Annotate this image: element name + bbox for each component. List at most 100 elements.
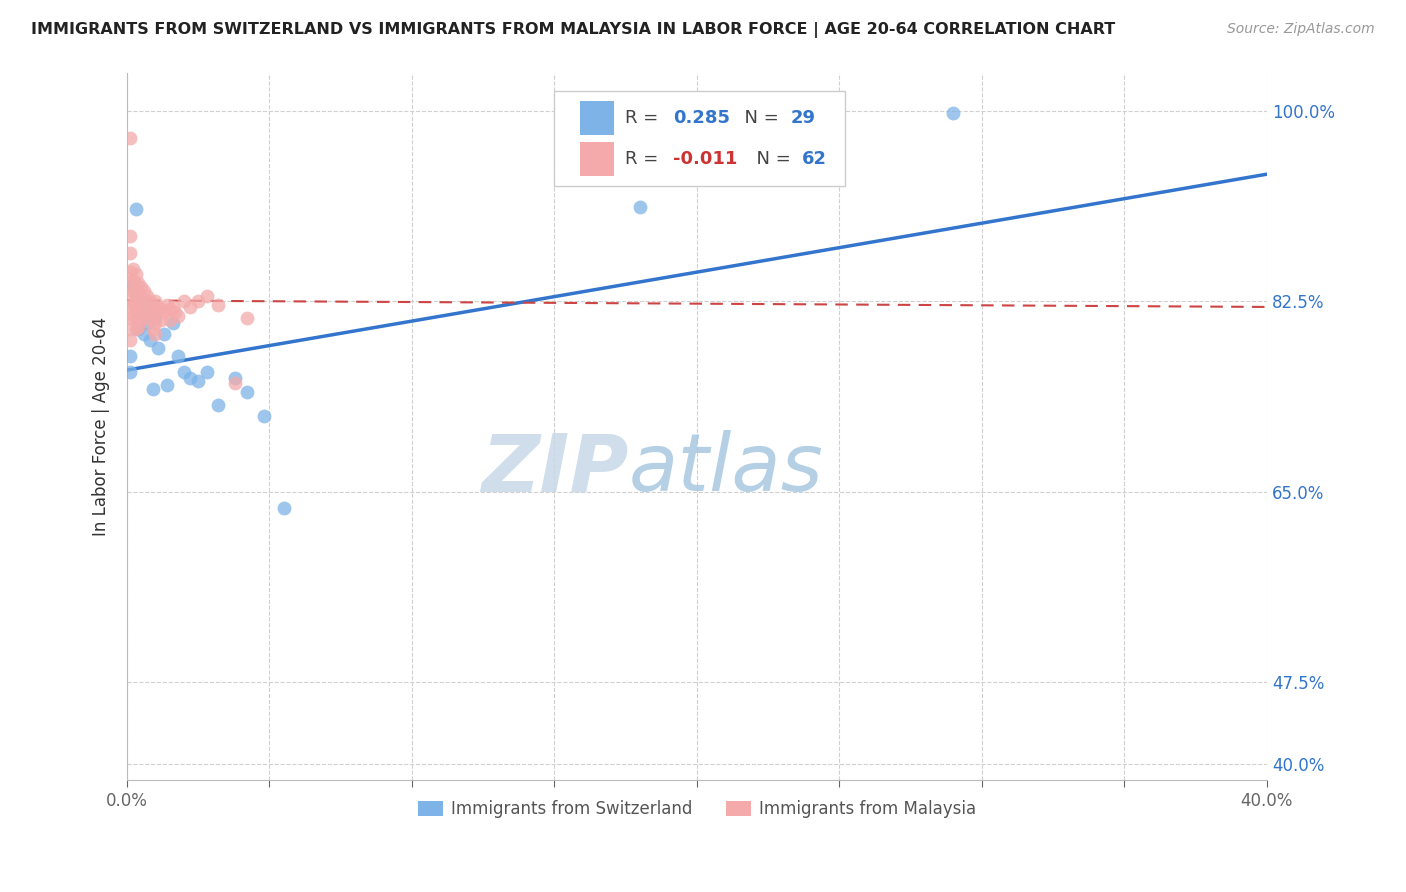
Point (165, 305, 187, 319)
Point (129, 302, 152, 317)
Point (118, 322, 141, 336)
Bar (579, 101, 614, 135)
Point (139, 294, 162, 309)
Point (148, 341, 170, 355)
Point (150, 302, 173, 317)
Point (145, 305, 167, 319)
Point (118, 265, 141, 279)
Point (273, 501, 295, 516)
Y-axis label: In Labor Force | Age 20-64: In Labor Force | Age 20-64 (93, 317, 110, 536)
Point (179, 370, 201, 384)
Point (124, 289, 146, 303)
Point (207, 398, 229, 412)
Point (129, 280, 152, 294)
Text: N =: N = (734, 109, 785, 127)
Point (124, 268, 146, 282)
Point (628, 200, 651, 214)
Point (129, 305, 152, 319)
Text: N =: N = (745, 150, 796, 168)
Point (162, 316, 184, 330)
Point (124, 322, 146, 336)
Point (121, 284, 143, 298)
Point (173, 294, 195, 309)
Point (118, 229, 141, 244)
Text: ZIP: ZIP (481, 430, 628, 508)
Point (132, 294, 155, 309)
Text: IMMIGRANTS FROM SWITZERLAND VS IMMIGRANTS FROM MALAYSIA IN LABOR FORCE | AGE 20-: IMMIGRANTS FROM SWITZERLAND VS IMMIGRANT… (31, 22, 1115, 38)
Point (162, 300, 184, 314)
Point (118, 310, 141, 325)
Point (118, 300, 141, 314)
Point (148, 300, 170, 314)
Point (153, 305, 176, 319)
Point (159, 302, 181, 317)
Point (136, 310, 159, 325)
Point (121, 261, 143, 276)
Point (118, 291, 141, 305)
Point (118, 131, 141, 145)
Point (187, 294, 209, 309)
Point (127, 309, 149, 323)
Point (142, 300, 165, 314)
Point (132, 300, 155, 314)
Point (167, 349, 190, 363)
Point (127, 276, 149, 290)
Point (224, 370, 246, 384)
Point (145, 294, 167, 309)
Point (142, 310, 165, 325)
Point (167, 309, 190, 323)
Point (136, 300, 159, 314)
Point (127, 322, 149, 336)
Point (127, 286, 149, 301)
Point (159, 313, 181, 327)
Text: Source: ZipAtlas.com: Source: ZipAtlas.com (1227, 22, 1375, 37)
Point (127, 319, 149, 334)
Point (118, 245, 141, 260)
Legend: Immigrants from Switzerland, Immigrants from Malaysia: Immigrants from Switzerland, Immigrants … (411, 794, 983, 825)
Point (121, 298, 143, 312)
Point (118, 278, 141, 293)
Point (150, 313, 173, 327)
Point (139, 333, 162, 347)
Text: atlas: atlas (628, 430, 824, 508)
Point (118, 333, 141, 347)
Point (127, 298, 149, 312)
Point (145, 316, 167, 330)
Point (253, 409, 276, 423)
Point (127, 289, 149, 303)
Text: 62: 62 (801, 150, 827, 168)
Point (136, 289, 159, 303)
Point (136, 316, 159, 330)
Point (121, 273, 143, 287)
Point (124, 310, 146, 325)
Point (179, 300, 201, 314)
Point (235, 310, 257, 325)
Point (942, 106, 965, 120)
Text: R =: R = (626, 150, 664, 168)
FancyBboxPatch shape (554, 91, 845, 186)
Point (142, 382, 165, 396)
Point (124, 300, 146, 314)
Point (132, 284, 155, 298)
Point (195, 365, 218, 379)
Point (207, 298, 229, 312)
Point (139, 305, 162, 319)
Point (173, 365, 195, 379)
Text: 29: 29 (790, 109, 815, 127)
Point (156, 298, 179, 312)
Text: R =: R = (626, 109, 664, 127)
Point (153, 327, 176, 342)
Point (145, 327, 167, 342)
Point (129, 313, 152, 327)
Text: 0.285: 0.285 (673, 109, 730, 127)
Point (156, 378, 179, 392)
Point (187, 374, 209, 388)
Point (132, 327, 155, 342)
Point (235, 384, 257, 399)
Point (124, 278, 146, 293)
Point (121, 309, 143, 323)
Point (129, 291, 152, 305)
Point (118, 349, 141, 363)
Point (132, 305, 155, 319)
Text: -0.011: -0.011 (673, 150, 737, 168)
